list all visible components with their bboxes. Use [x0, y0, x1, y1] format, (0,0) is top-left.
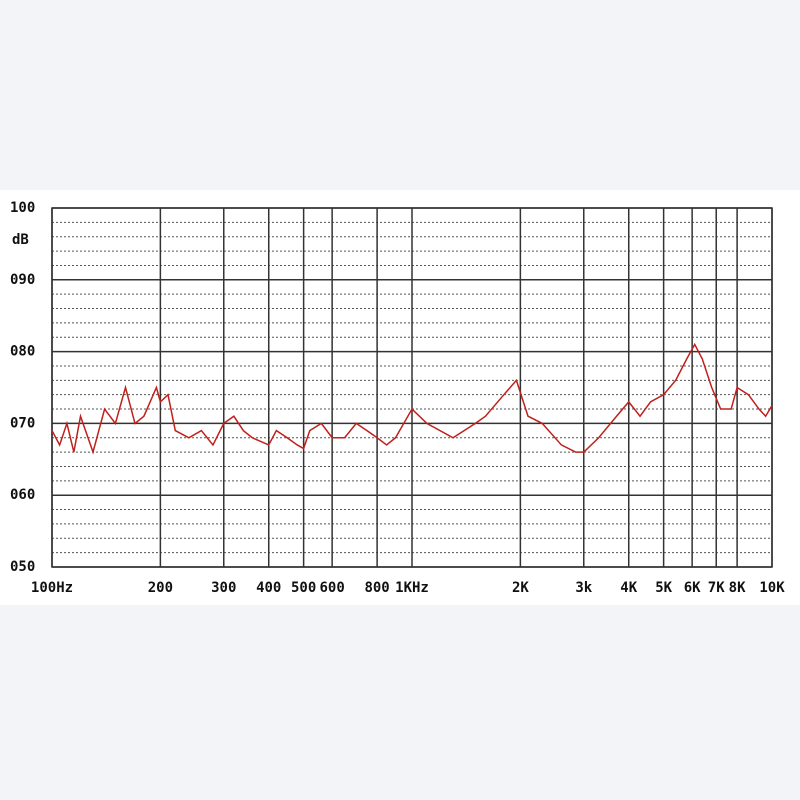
x-tick-label: 3k: [575, 580, 592, 596]
x-tick-label: 800: [364, 580, 389, 596]
x-tick-label: 500: [291, 580, 316, 596]
x-tick-label: 300: [211, 580, 236, 596]
x-tick-label: 6K: [684, 580, 701, 596]
x-tick-label: 200: [148, 580, 173, 596]
x-tick-label: 400: [256, 580, 281, 596]
x-tick-label: 4K: [620, 580, 637, 596]
x-tick-label: 7K: [708, 580, 725, 596]
y-tick-label: 100: [10, 200, 35, 216]
x-tick-label: 1KHz: [395, 580, 429, 596]
y-tick-label: 070: [10, 415, 35, 431]
plot-frame: [51, 207, 773, 568]
x-tick-label: 100Hz: [31, 580, 73, 596]
response-line: [51, 342, 773, 455]
x-tick-label: 600: [319, 580, 344, 596]
y-axis-label: dB: [12, 232, 29, 248]
y-tick-label: 090: [10, 272, 35, 288]
x-tick-label: 8K: [729, 580, 746, 596]
x-tick-label: 10K: [759, 580, 785, 596]
chart-band: [0, 190, 800, 605]
y-tick-label: 060: [10, 487, 35, 503]
x-tick-label: 5K: [655, 580, 672, 596]
y-tick-label: 050: [10, 559, 35, 575]
x-tick-label: 2K: [512, 580, 529, 596]
y-tick-label: 080: [10, 344, 35, 360]
